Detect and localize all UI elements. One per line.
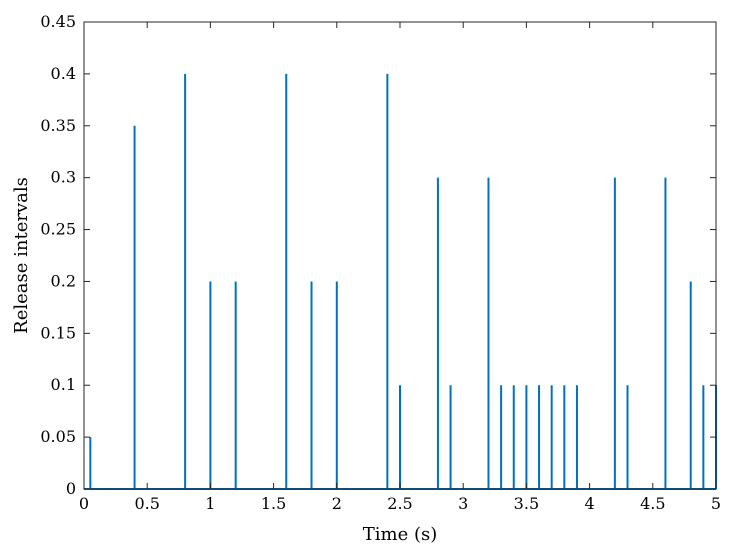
x-tick-label-4: 2 [332,494,342,513]
x-axis-label: Time (s) [363,524,438,545]
y-tick-label-9: 0.45 [40,12,76,31]
y-tick-label-8: 0.4 [51,64,76,83]
x-tick-label-6: 3 [458,494,468,513]
y-axis-label: Release intervals [11,177,32,334]
y-tick-label-1: 0.05 [40,427,76,446]
stems-group [89,73,717,489]
x-axis-ticks: 0 0.5 1 1.5 2 2.5 3 3.5 4 4.5 5 [79,22,721,513]
x-tick-label-0: 0 [79,494,89,513]
y-tick-label-2: 0.1 [51,375,76,394]
y-tick-label-6: 0.3 [51,168,76,187]
x-tick-label-9: 4.5 [640,494,665,513]
x-tick-label-1: 0.5 [134,494,159,513]
y-axis-ticks: 0 0.05 0.1 0.15 0.2 0.25 0.3 0.35 0.4 0.45 [40,12,716,498]
x-tick-label-8: 4 [585,494,595,513]
y-tick-label-5: 0.25 [40,220,76,239]
y-tick-label-7: 0.35 [40,116,76,135]
x-tick-label-10: 5 [711,494,721,513]
x-tick-label-5: 2.5 [387,494,412,513]
y-tick-label-3: 0.15 [40,323,76,342]
x-tick-label-3: 1.5 [261,494,286,513]
y-tick-label-0: 0 [66,479,76,498]
y-tick-label-4: 0.2 [51,271,76,290]
x-tick-label-7: 3.5 [514,494,539,513]
x-tick-label-2: 1 [205,494,215,513]
